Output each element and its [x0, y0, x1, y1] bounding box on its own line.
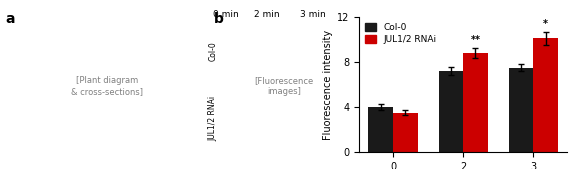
Bar: [439, 71, 463, 152]
Text: Col-0: Col-0: [208, 41, 217, 61]
Text: b: b: [214, 12, 224, 26]
Y-axis label: Fluorescence intensity: Fluorescence intensity: [323, 29, 333, 140]
Bar: [463, 53, 488, 152]
Bar: [509, 68, 533, 152]
Text: a: a: [6, 12, 15, 26]
Text: 0 min: 0 min: [213, 10, 239, 19]
Text: 2 min: 2 min: [254, 10, 279, 19]
Bar: [533, 38, 558, 152]
Text: JUL1/2 RNAi: JUL1/2 RNAi: [208, 96, 217, 141]
Legend: Col-0, JUL1/2 RNAi: Col-0, JUL1/2 RNAi: [364, 21, 438, 46]
Text: **: **: [471, 34, 481, 44]
Text: [Plant diagram
& cross-sections]: [Plant diagram & cross-sections]: [71, 77, 143, 96]
Bar: [368, 107, 393, 152]
Text: [Fluorescence
images]: [Fluorescence images]: [254, 77, 313, 96]
Text: *: *: [543, 19, 548, 29]
Text: 3 min: 3 min: [300, 10, 325, 19]
Bar: [393, 113, 417, 152]
